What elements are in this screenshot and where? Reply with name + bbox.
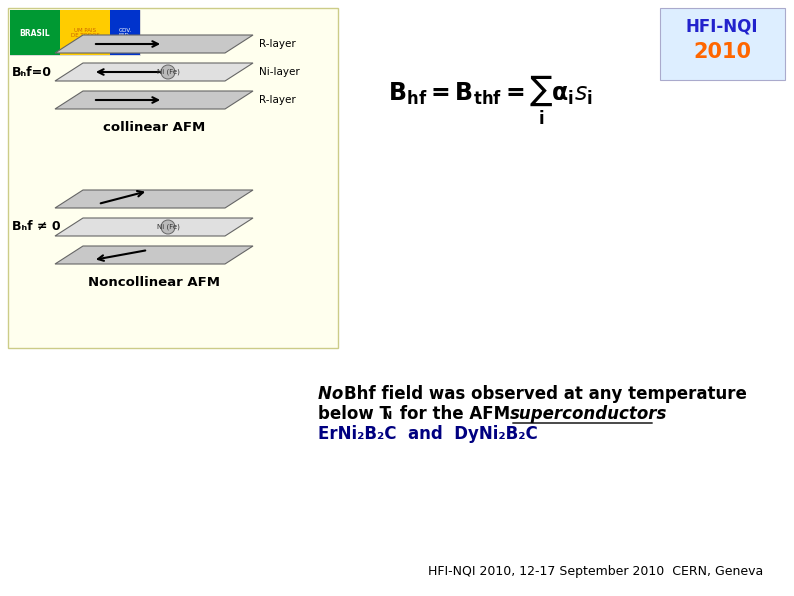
Text: BRASIL: BRASIL xyxy=(20,29,50,38)
Text: GOV.
FED.: GOV. FED. xyxy=(118,27,132,38)
Text: HFI-NQI 2010, 12-17 September 2010  CERN, Geneva: HFI-NQI 2010, 12-17 September 2010 CERN,… xyxy=(429,565,764,578)
Text: R-layer: R-layer xyxy=(259,95,295,105)
Text: Bₕf=0: Bₕf=0 xyxy=(12,66,52,79)
Text: for the AFM: for the AFM xyxy=(394,405,516,423)
Circle shape xyxy=(161,220,175,234)
Text: UM PAIS
DE TODOS: UM PAIS DE TODOS xyxy=(71,27,99,38)
Circle shape xyxy=(161,65,175,79)
Bar xyxy=(110,10,140,55)
Text: No: No xyxy=(318,385,349,403)
Text: Bₕf ≠ 0: Bₕf ≠ 0 xyxy=(12,221,60,234)
Polygon shape xyxy=(55,35,253,53)
Text: HFI-NQI: HFI-NQI xyxy=(686,18,758,36)
Text: 2010: 2010 xyxy=(693,42,751,62)
Polygon shape xyxy=(55,63,253,81)
Text: ErNi₂B₂C  and  DyNi₂B₂C: ErNi₂B₂C and DyNi₂B₂C xyxy=(318,425,538,443)
Text: Ni (Fe): Ni (Fe) xyxy=(156,69,179,75)
Text: superconductors: superconductors xyxy=(510,405,668,423)
Bar xyxy=(10,10,60,55)
Text: below T: below T xyxy=(318,405,391,423)
Text: N: N xyxy=(383,411,392,421)
Polygon shape xyxy=(55,246,253,264)
Text: Ni (Fe): Ni (Fe) xyxy=(156,224,179,230)
Text: R-layer: R-layer xyxy=(259,39,295,49)
Text: Noncollinear AFM: Noncollinear AFM xyxy=(88,276,220,289)
Bar xyxy=(60,10,110,55)
Text: $\mathbf{B_{hf}=B_{thf}=\sum_i\alpha_i\mathit{s}_i}$: $\mathbf{B_{hf}=B_{thf}=\sum_i\alpha_i\m… xyxy=(387,73,592,127)
Text: Bhf field was observed at any temperature: Bhf field was observed at any temperatur… xyxy=(344,385,747,403)
Bar xyxy=(8,8,338,348)
Text: collinear AFM: collinear AFM xyxy=(103,121,205,134)
Polygon shape xyxy=(55,190,253,208)
Bar xyxy=(10,10,140,55)
Text: Ni-layer: Ni-layer xyxy=(259,67,300,77)
Polygon shape xyxy=(55,218,253,236)
Polygon shape xyxy=(55,91,253,109)
Bar xyxy=(660,8,785,80)
